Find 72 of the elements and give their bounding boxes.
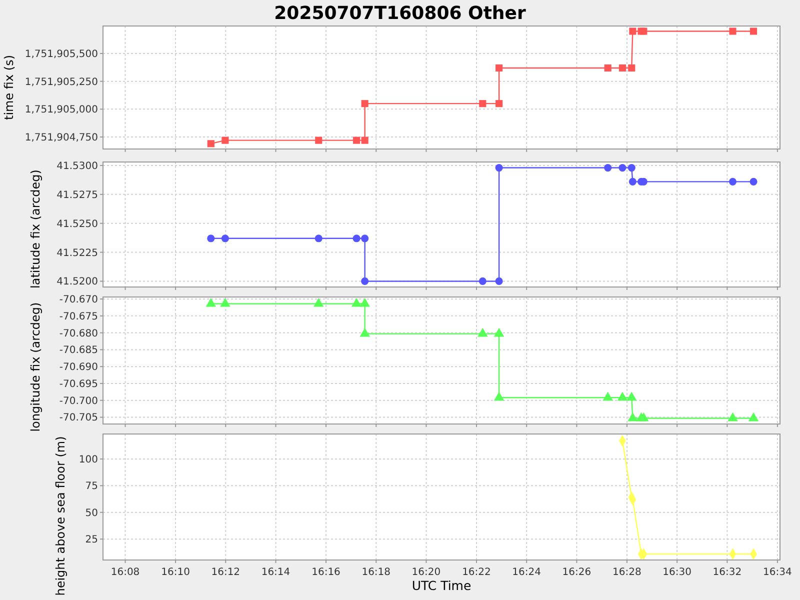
x-tick-label: 16:26 xyxy=(562,567,592,578)
x-tick-label: 16:20 xyxy=(412,567,441,578)
point xyxy=(221,234,229,242)
x-tick-label: 16:16 xyxy=(312,567,340,578)
point xyxy=(478,328,488,337)
y-tick-label: 50 xyxy=(85,508,98,519)
y-tick-label: 41.5300 xyxy=(56,160,98,172)
y-tick-label: 75 xyxy=(85,481,98,492)
point xyxy=(361,234,369,242)
point xyxy=(604,164,612,172)
point xyxy=(494,328,504,337)
point xyxy=(728,178,737,186)
x-tick-label: 16:32 xyxy=(712,567,742,578)
y-tick-label: 1,751,905,250 xyxy=(24,76,98,88)
point xyxy=(207,234,215,242)
x-tick-label: 16:22 xyxy=(462,567,491,578)
point xyxy=(628,178,636,186)
x-tick-label: 16:34 xyxy=(763,567,792,578)
y-tick-label: -70.680 xyxy=(59,328,98,340)
x-tick-label: 16:10 xyxy=(161,567,190,578)
x-tick-label: 16:18 xyxy=(362,567,391,578)
y-tick-label: -70.690 xyxy=(59,362,98,374)
chart-title: 20250707T160806 Other xyxy=(274,3,526,24)
point xyxy=(314,234,322,242)
point xyxy=(361,277,369,285)
point xyxy=(638,412,649,422)
y-tick-label: -70.670 xyxy=(59,294,98,306)
point xyxy=(618,164,626,172)
point xyxy=(617,392,628,401)
point xyxy=(351,298,362,307)
x-axis-title: UTC Time xyxy=(412,578,472,593)
point xyxy=(206,298,216,307)
y-tick-label: 1,751,905,000 xyxy=(24,104,98,116)
point xyxy=(220,298,230,307)
y-tick-label: -70.695 xyxy=(59,378,98,390)
point xyxy=(314,298,324,307)
y-tick-label: 1,751,905,500 xyxy=(24,48,98,60)
y-axis-title: latitude fix (arcdeg) xyxy=(28,170,43,288)
y-tick-label: -70.685 xyxy=(59,345,98,356)
y-tick-label: 100 xyxy=(78,454,98,466)
point xyxy=(750,178,758,186)
x-tick-label: 16:28 xyxy=(612,567,642,578)
y-tick-label: 25 xyxy=(85,534,98,546)
y-axis-title: height above sea floor (m) xyxy=(53,436,68,596)
y-tick-label: 41.5200 xyxy=(56,276,98,288)
point xyxy=(478,277,486,285)
y-tick-label: 41.5275 xyxy=(56,190,98,201)
y-tick-label: 41.5225 xyxy=(56,248,98,259)
y-tick-label: -70.700 xyxy=(59,396,98,407)
point xyxy=(602,392,613,401)
point xyxy=(360,298,370,307)
point xyxy=(626,392,637,401)
x-tick-label: 16:24 xyxy=(512,567,542,578)
point xyxy=(495,277,503,285)
x-tick-label: 16:08 xyxy=(110,567,140,578)
y-axis-title: longitude fix (arcdeg) xyxy=(28,302,43,432)
point xyxy=(628,412,638,422)
point xyxy=(360,328,370,337)
point xyxy=(495,164,503,172)
point xyxy=(628,164,636,172)
x-tick-label: 16:14 xyxy=(261,567,290,578)
y-tick-label: 1,751,904,750 xyxy=(24,132,98,144)
point xyxy=(352,234,360,242)
point xyxy=(728,412,738,422)
y-tick-label: 41.5250 xyxy=(56,218,98,230)
y-tick-label: -70.675 xyxy=(59,311,98,322)
x-tick-label: 16:12 xyxy=(211,567,240,578)
x-tick-label: 16:30 xyxy=(662,567,692,578)
y-tick-label: -70.705 xyxy=(59,412,98,424)
y-axis-title: time fix (s) xyxy=(2,54,16,120)
point xyxy=(748,412,759,422)
point xyxy=(494,392,504,401)
